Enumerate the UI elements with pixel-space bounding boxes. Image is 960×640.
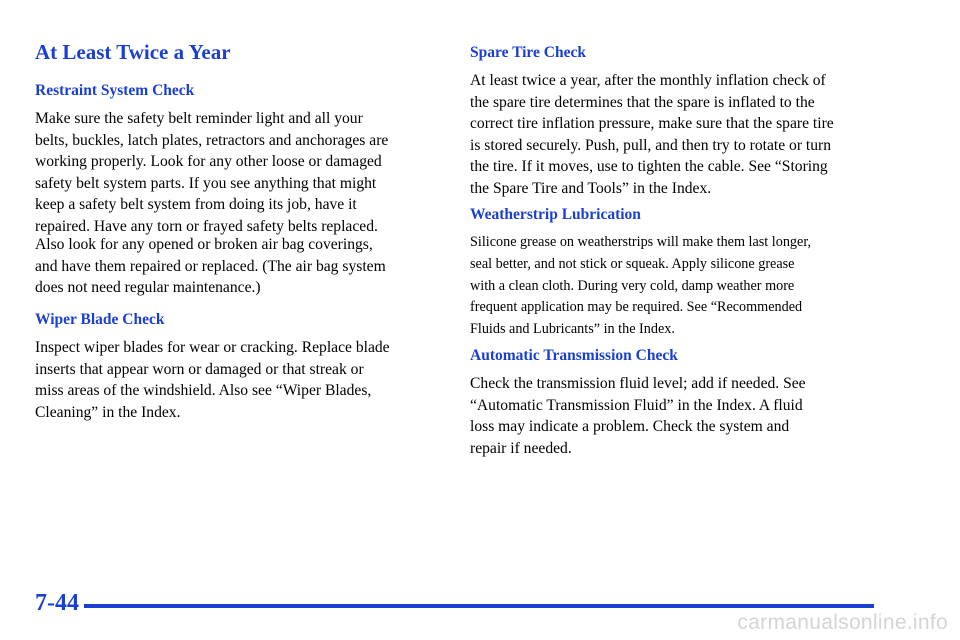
section-heading-restraint: Restraint System Check xyxy=(35,82,195,99)
paragraph-wiper: Inspect wiper blades for wear or crackin… xyxy=(35,339,390,421)
paragraph-weatherstrip: Silicone grease on weatherstrips will ma… xyxy=(470,234,812,338)
section-heading-spare-tire: Spare Tire Check xyxy=(470,44,586,61)
paragraph-restraint-1: Make sure the safety belt reminder light… xyxy=(35,110,389,235)
paragraph-restraint-2: Also look for any opened or broken air b… xyxy=(35,236,386,297)
paragraph-transmission: Check the transmission fluid level; add … xyxy=(470,375,806,457)
page-title: At Least Twice a Year xyxy=(35,40,231,64)
footer-rule xyxy=(84,604,874,608)
page-number: 7-44 xyxy=(35,590,79,616)
watermark: carmanualsonline.info xyxy=(737,611,948,634)
section-heading-wiper: Wiper Blade Check xyxy=(35,311,165,328)
section-heading-transmission: Automatic Transmission Check xyxy=(470,347,678,364)
paragraph-spare-tire: At least twice a year, after the monthly… xyxy=(470,72,834,197)
section-heading-weatherstrip: Weatherstrip Lubrication xyxy=(470,206,641,223)
